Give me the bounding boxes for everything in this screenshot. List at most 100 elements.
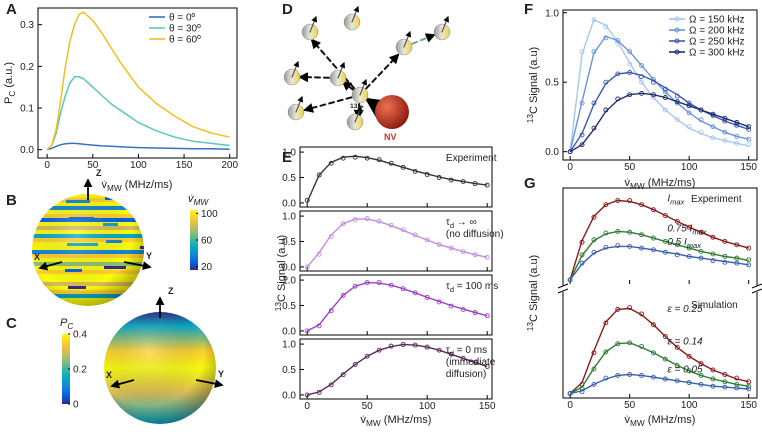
x-tick-label: 0 [567,400,573,411]
series-label-part: max [670,198,684,207]
spin-center [352,80,368,103]
axis-break-gap [559,286,567,292]
data-point [376,280,382,286]
y-axis-label-part: P [3,97,15,104]
data-point [316,251,322,257]
data-point [722,129,728,135]
y-tick-label: 0.0 [282,390,296,401]
data-point [484,182,490,188]
x-tick-label: 50 [624,162,636,173]
data-point [484,364,490,369]
data-point [662,356,668,362]
spin [288,97,304,120]
axis-break [557,283,569,294]
x-axis-label-part: v̇ [625,414,631,426]
data-point [591,49,597,55]
data-point [710,258,716,264]
data-point [579,252,585,258]
y-axis-label-part: C [8,91,17,97]
series-label-part: max [692,228,706,237]
data-point [472,252,478,258]
series-label-part: max [687,241,701,250]
x-axis-label-part: MW [630,182,645,191]
panel-label: B [6,192,17,209]
data-point [722,118,728,124]
data-point [674,252,680,258]
series-label-part: 0.75 I [667,224,692,235]
annotation: τd = 0 ms [446,345,487,358]
series-label-part: I [667,194,670,205]
legend-label: Ω = 150 kHz [689,15,745,26]
data-point [448,177,454,183]
plot-frame [299,338,493,400]
fit-line [569,71,749,153]
data-point [627,372,633,377]
annotation-part: = 100 ms [454,281,498,292]
data-point [627,49,633,55]
data-point [746,136,752,142]
data-point [412,342,418,348]
colorbar [190,210,198,270]
y-axis-label: 13C Signal (a.u) [526,47,540,123]
y-tick-label: 0.0 [282,326,296,337]
data-point [567,391,573,396]
colorbar-label: PC [60,317,73,331]
data-point [710,251,716,257]
data-point [698,107,704,113]
data-point [340,292,346,298]
y-tick-label: 0.0 [545,147,559,158]
x-axis-label-part: (MHz/ms) [122,179,173,191]
data-point [627,305,633,311]
data-point [603,375,609,381]
fit-line [569,245,749,281]
data-point [662,107,668,113]
x-tick-label: 0 [44,160,50,171]
data-point [662,95,668,100]
data-point [662,213,668,218]
y-axis-label-part: 13 [526,322,535,332]
colorbar-tick-label: 0.4 [73,330,87,341]
data-point [710,376,716,382]
data-point [579,49,585,55]
data-point [615,38,621,44]
data-point [734,140,740,146]
data-point [746,126,752,132]
fit-line [569,199,749,281]
data-point [340,372,346,378]
data-point [567,149,573,155]
plot-frame [299,146,493,208]
sphere-shade [32,194,144,306]
x-axis-label: v̇MW (MHz/ms) [361,414,432,428]
plot-frame [37,7,238,159]
data-point [686,254,692,259]
data-point [674,378,680,384]
axis-letter: Z [96,168,102,178]
data-point [698,248,704,254]
data-point [615,71,621,77]
data-point [591,381,597,387]
data-point [484,254,490,260]
x-axis-label-part: (MHz/ms) [381,414,432,426]
data-point [698,361,704,367]
data-point [364,353,370,359]
spin [344,7,360,30]
data-point [376,347,382,353]
series-line [46,76,230,151]
data-point [734,133,740,139]
data-point [388,343,394,349]
data-point [722,254,728,259]
spin [284,62,300,85]
data-point [615,228,621,234]
data-point [734,375,740,381]
data-point [734,260,740,266]
data-point [591,100,597,106]
data-point [316,389,322,395]
x-tick-label: 50 [87,160,99,171]
y-axis-label-part: 13 [526,114,535,124]
x-tick-label: 100 [130,160,147,171]
colorbar-label-part: C [67,322,73,331]
sphere-streak [32,194,46,197]
data-point [746,262,752,268]
data-point [603,35,609,41]
